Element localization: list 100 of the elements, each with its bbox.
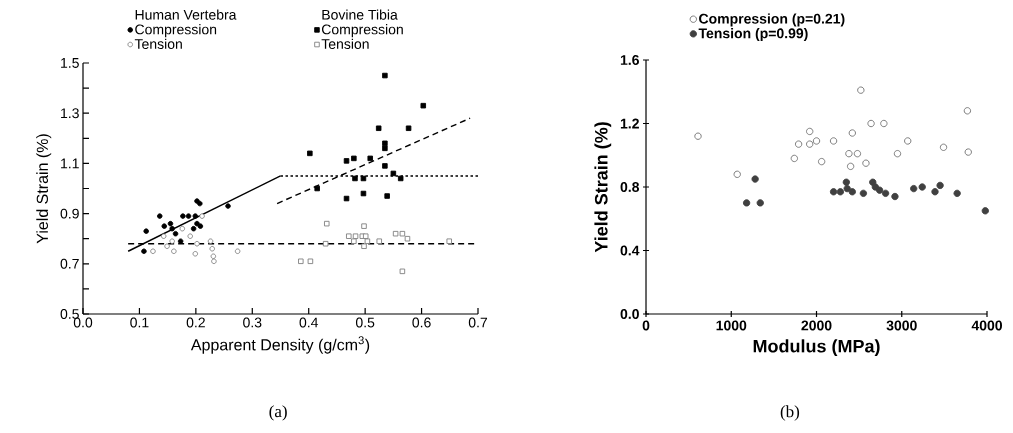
- point: [857, 86, 865, 94]
- point: [161, 223, 168, 229]
- x-tick-label: 2000: [801, 320, 832, 331]
- point: [384, 193, 390, 199]
- point: [382, 163, 388, 169]
- text: (b): [780, 405, 800, 421]
- point: [190, 225, 197, 232]
- point: [187, 233, 193, 239]
- x-tick-label: 1000: [716, 320, 747, 331]
- point: [376, 238, 382, 244]
- y-tick-label: 1.2: [620, 118, 639, 129]
- x-tick-label: 3000: [886, 320, 917, 331]
- legend-label: Compression: [321, 24, 403, 38]
- text: Bovine Tibia: [322, 9, 398, 20]
- y-tick-label: 0.7: [60, 258, 79, 269]
- point: [891, 192, 899, 201]
- y-tick-label: 0.9: [60, 208, 79, 219]
- point: [298, 258, 304, 265]
- point: [742, 199, 751, 207]
- point: [167, 220, 174, 227]
- y-tick-label: 0.8: [620, 182, 640, 192]
- point: [234, 248, 241, 254]
- point: [964, 148, 972, 156]
- point: [399, 230, 406, 237]
- point: [192, 251, 199, 257]
- point: [845, 150, 853, 158]
- legend-label: Tension: [321, 38, 369, 49]
- text: (a): [269, 405, 287, 421]
- x-tick-label: 4000: [971, 320, 1002, 331]
- point: [324, 220, 330, 227]
- point: [794, 140, 803, 148]
- x-tick-label: 0.2: [186, 317, 205, 328]
- point: [211, 258, 217, 265]
- point: [156, 213, 163, 219]
- point: [351, 238, 357, 244]
- x-tick-label: 0: [642, 320, 650, 331]
- point: [197, 200, 203, 207]
- text: Human Vertebra: [135, 9, 237, 20]
- point: [733, 170, 741, 178]
- y-tick-label: 1.3: [61, 108, 79, 119]
- point: [859, 189, 868, 197]
- point: [343, 158, 350, 164]
- point: [446, 238, 452, 244]
- y-tick-label: 0.4: [620, 245, 640, 256]
- point: [361, 243, 367, 249]
- legend-label: Compression (p=0.21): [699, 13, 845, 27]
- point: [322, 240, 329, 247]
- point: [179, 225, 186, 232]
- y-tick-label: 1.5: [61, 58, 79, 68]
- point: [360, 190, 367, 197]
- point: [853, 150, 862, 158]
- point: [939, 143, 948, 151]
- point: [209, 245, 215, 252]
- point: [910, 184, 918, 193]
- point: [963, 107, 972, 115]
- point: [375, 125, 382, 132]
- point: [361, 223, 367, 229]
- point: [842, 178, 850, 186]
- point: [867, 119, 875, 128]
- y-tick-label: 0.0: [620, 309, 639, 319]
- point: [307, 258, 314, 265]
- point: [194, 240, 200, 247]
- point: [881, 189, 890, 197]
- point: [918, 183, 926, 191]
- x-axis-title: Modulus (MPa): [753, 339, 880, 357]
- point: [862, 159, 870, 167]
- point: [382, 140, 388, 147]
- point: [352, 175, 358, 182]
- point: [392, 230, 399, 237]
- point: [160, 233, 167, 239]
- x-tick-label: 0.6: [412, 317, 431, 328]
- x-tick-label: 0.4: [299, 317, 319, 328]
- point: [880, 119, 888, 128]
- point: [931, 188, 939, 196]
- point: [346, 233, 352, 239]
- point: [848, 129, 856, 137]
- y-tick-label: 1.6: [620, 55, 639, 65]
- point: [836, 188, 845, 196]
- point: [171, 248, 177, 254]
- x-axis-title: Apparent Density (g/cm$^{3}$): [190, 336, 370, 354]
- point: [893, 150, 902, 158]
- legend-label: Compression: [135, 24, 217, 38]
- point: [829, 188, 838, 196]
- point: [192, 213, 199, 219]
- point: [314, 185, 320, 192]
- point: [360, 175, 367, 182]
- point: [399, 268, 406, 275]
- point: [364, 238, 371, 244]
- point: [367, 155, 373, 162]
- point: [185, 213, 192, 219]
- point: [875, 186, 884, 194]
- point: [904, 137, 912, 145]
- point: [404, 235, 411, 242]
- point: [953, 189, 961, 197]
- point: [751, 175, 759, 183]
- point: [390, 170, 397, 177]
- point: [806, 140, 814, 148]
- point: [197, 223, 204, 229]
- point: [806, 127, 814, 136]
- point: [225, 203, 231, 209]
